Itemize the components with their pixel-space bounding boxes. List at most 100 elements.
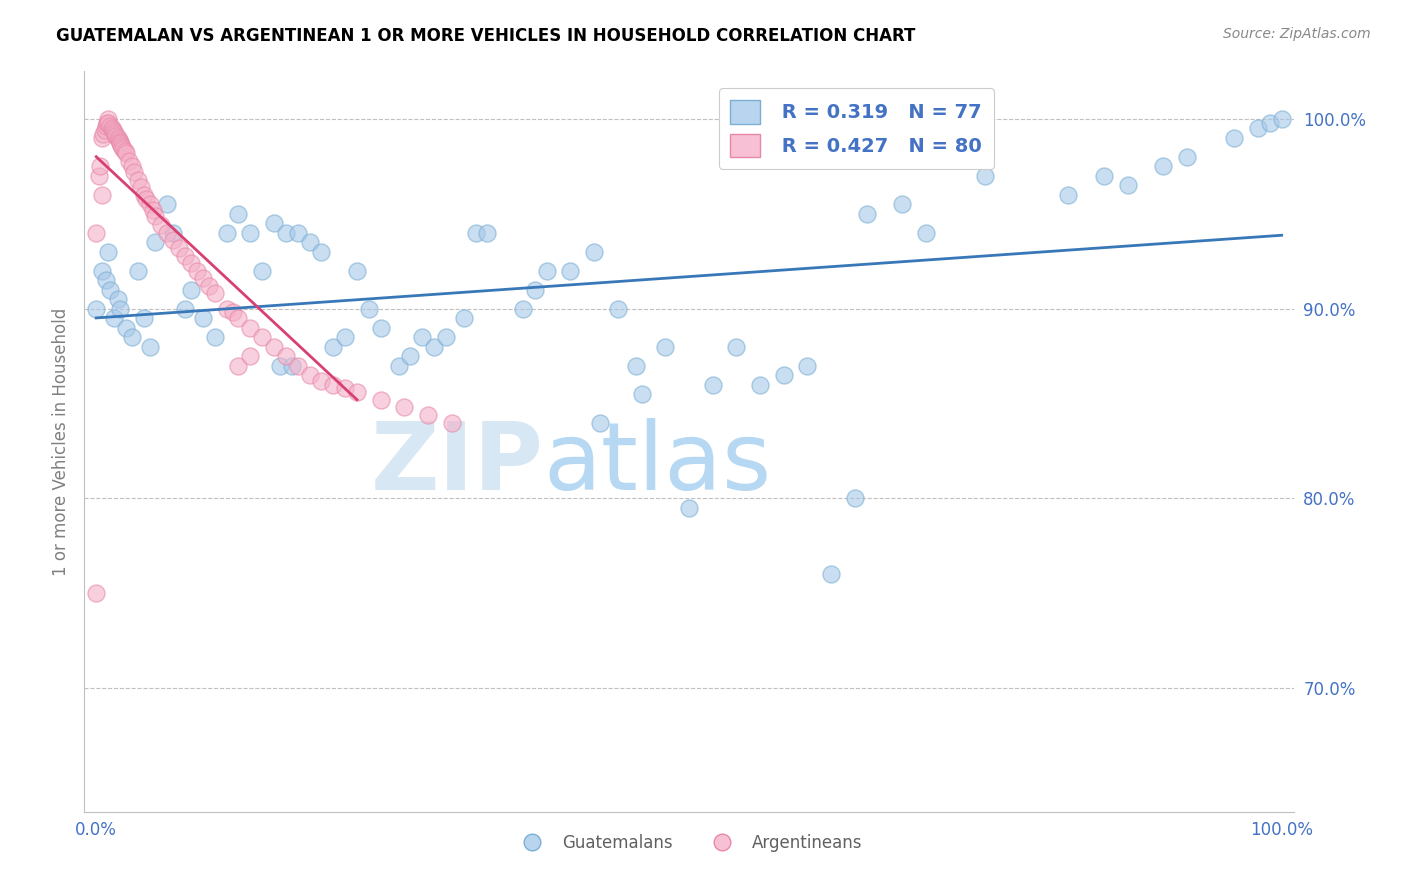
Point: [269, 359, 291, 373]
Point: [97, 244, 120, 259]
Point: [204, 286, 226, 301]
Text: atlas: atlas: [544, 417, 772, 509]
Point: [1152, 159, 1174, 173]
Point: [1258, 115, 1281, 129]
Point: [453, 311, 475, 326]
Point: [84, 226, 107, 240]
Point: [311, 244, 333, 259]
Point: [115, 146, 138, 161]
Point: [94, 120, 117, 134]
Point: [84, 586, 107, 600]
Point: [132, 187, 155, 202]
Point: [107, 292, 129, 306]
Point: [855, 207, 877, 221]
Point: [204, 330, 226, 344]
Point: [129, 180, 152, 194]
Point: [440, 416, 463, 430]
Point: [84, 301, 107, 316]
Point: [1057, 187, 1080, 202]
Point: [630, 387, 652, 401]
Point: [523, 283, 546, 297]
Point: [112, 142, 135, 156]
Point: [104, 127, 127, 141]
Point: [1271, 112, 1294, 126]
Point: [891, 197, 914, 211]
Point: [103, 311, 125, 326]
Point: [239, 320, 262, 334]
Point: [915, 226, 938, 240]
Point: [772, 368, 794, 383]
Point: [263, 340, 285, 354]
Point: [174, 301, 197, 316]
Point: [180, 256, 202, 270]
Point: [121, 159, 143, 173]
Point: [127, 263, 149, 277]
Point: [180, 283, 202, 297]
Point: [370, 320, 392, 334]
Point: [536, 263, 558, 277]
Point: [411, 330, 433, 344]
Point: [624, 359, 647, 373]
Point: [333, 330, 356, 344]
Point: [93, 123, 115, 137]
Point: [287, 226, 309, 240]
Point: [121, 330, 143, 344]
Point: [138, 340, 160, 354]
Point: [215, 301, 238, 316]
Point: [239, 349, 262, 363]
Point: [108, 301, 131, 316]
Point: [107, 133, 129, 147]
Point: [91, 130, 114, 145]
Point: [111, 140, 134, 154]
Point: [287, 359, 309, 373]
Point: [97, 112, 120, 126]
Point: [1092, 169, 1115, 183]
Point: [156, 226, 179, 240]
Text: ZIP: ZIP: [371, 417, 544, 509]
Point: [298, 368, 321, 383]
Point: [142, 202, 165, 217]
Point: [298, 235, 321, 250]
Point: [654, 340, 676, 354]
Point: [150, 218, 173, 232]
Point: [103, 125, 125, 139]
Point: [132, 311, 155, 326]
Point: [91, 263, 114, 277]
Point: [725, 340, 748, 354]
Point: [418, 408, 440, 422]
Point: [274, 349, 297, 363]
Point: [1223, 130, 1246, 145]
Point: [186, 263, 208, 277]
Point: [589, 416, 612, 430]
Point: [174, 248, 197, 262]
Point: [477, 226, 499, 240]
Point: [560, 263, 582, 277]
Point: [263, 216, 285, 230]
Point: [274, 226, 297, 240]
Point: [108, 136, 131, 151]
Point: [221, 305, 243, 319]
Point: [228, 359, 250, 373]
Point: [844, 491, 866, 506]
Point: [1175, 150, 1198, 164]
Point: [97, 115, 120, 129]
Point: [311, 374, 333, 388]
Point: [100, 121, 122, 136]
Point: [138, 197, 160, 211]
Point: [228, 207, 250, 221]
Point: [399, 349, 422, 363]
Point: [387, 359, 409, 373]
Point: [370, 392, 392, 407]
Legend: Guatemalans, Argentineans: Guatemalans, Argentineans: [509, 828, 869, 859]
Point: [702, 377, 724, 392]
Point: [394, 401, 416, 415]
Point: [464, 226, 486, 240]
Point: [250, 330, 273, 344]
Point: [110, 138, 132, 153]
Point: [333, 381, 356, 395]
Point: [322, 377, 344, 392]
Point: [820, 567, 842, 582]
Point: [423, 340, 446, 354]
Point: [1247, 121, 1270, 136]
Point: [162, 233, 184, 247]
